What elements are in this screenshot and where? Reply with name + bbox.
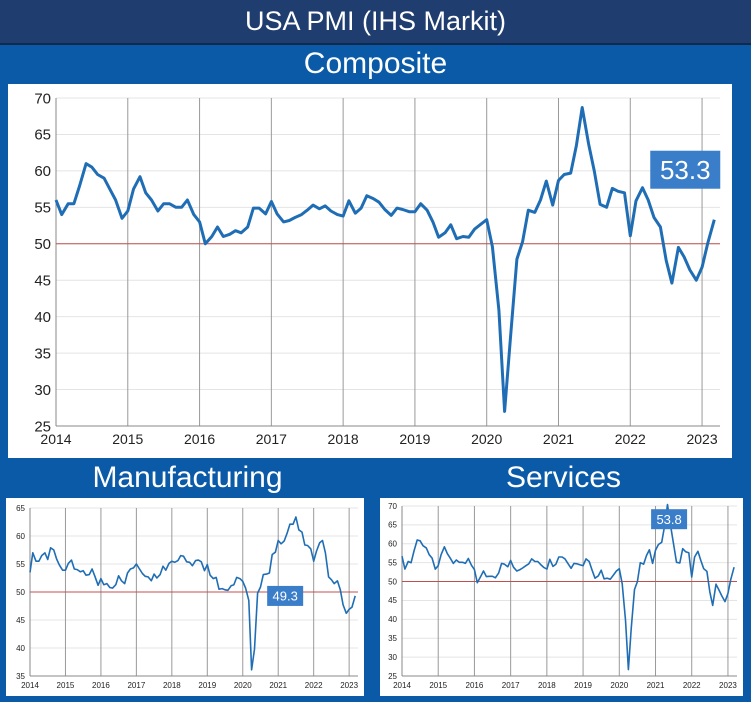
x-tick-label: 2018 — [328, 431, 359, 447]
y-tick-label: 65 — [16, 504, 25, 513]
latest-value-badge — [650, 150, 721, 189]
x-tick-label: 2015 — [429, 681, 447, 690]
manufacturing-panel: 35 40 45 50 55 60 65 2014 2015 2016 2017 2018 2019 20… — [6, 498, 364, 696]
x-tick-label: 2020 — [471, 431, 502, 447]
x-tick-label: 2016 — [92, 681, 110, 690]
manufacturing-chart: 35 40 45 50 55 60 65 2014 2015 2016 2017 2018 2019 20… — [16, 504, 358, 690]
y-tick-label: 45 — [16, 616, 25, 625]
y-tick-label: 45 — [388, 596, 397, 605]
y-tick-label: 40 — [34, 309, 51, 326]
x-tick-label: 2017 — [127, 681, 145, 690]
x-tick-label: 2017 — [256, 431, 287, 447]
series-line — [401, 503, 735, 671]
composite-title: Composite — [0, 45, 751, 83]
y-tick-label: 25 — [388, 672, 397, 681]
services-title: Services — [376, 459, 751, 497]
y-tick-label: 45 — [34, 272, 51, 289]
y-tick-label: 40 — [16, 644, 25, 653]
y-tick-label: 40 — [388, 615, 397, 624]
x-tick-label: 2020 — [610, 681, 628, 690]
x-tick-label: 2016 — [466, 681, 484, 690]
y-tick-label: 25 — [34, 418, 51, 435]
y-tick-label: 30 — [34, 382, 51, 399]
x-tick-label: 2014 — [40, 431, 71, 447]
y-tick-label: 60 — [34, 163, 51, 180]
y-tick-label: 30 — [388, 653, 397, 662]
y-tick-label: 70 — [34, 90, 51, 107]
y-tick-label: 50 — [34, 236, 51, 253]
y-tick-label: 55 — [34, 200, 51, 217]
x-tick-label: 2022 — [615, 431, 646, 447]
x-tick-label: 2014 — [21, 681, 39, 690]
y-tick-label: 35 — [388, 634, 397, 643]
y-tick-label: 55 — [16, 560, 25, 569]
y-tick-label: 55 — [388, 558, 397, 567]
y-tick-label: 60 — [16, 532, 25, 541]
x-tick-label: 2023 — [719, 681, 737, 690]
y-tick-label: 35 — [16, 672, 25, 681]
x-tick-label: 2021 — [543, 431, 574, 447]
y-tick-label: 50 — [16, 588, 25, 597]
composite-chart: 25 30 35 40 45 50 55 60 65 70 2014 2015 2016 2017 2018… — [34, 90, 721, 447]
x-tick-label: 2019 — [399, 431, 430, 447]
x-tick-label: 2014 — [393, 681, 411, 690]
services-chart: 25 30 35 40 45 50 55 60 65 70 2014 2015 2016 2017 2018… — [388, 502, 737, 690]
latest-value-label: 53.8 — [656, 512, 681, 527]
x-tick-label: 2016 — [184, 431, 215, 447]
series-line — [29, 516, 356, 671]
x-tick-label: 2022 — [683, 681, 701, 690]
y-tick-label: 35 — [34, 345, 51, 362]
y-tick-label: 65 — [34, 127, 51, 144]
x-tick-label: 2020 — [234, 681, 252, 690]
composite-panel: 25 30 35 40 45 50 55 60 65 70 2014 2015 2016 2017 2018… — [8, 84, 732, 458]
manufacturing-title: Manufacturing — [0, 459, 375, 497]
x-tick-label: 2021 — [647, 681, 665, 690]
x-tick-label: 2019 — [574, 681, 592, 690]
x-tick-label: 2022 — [305, 681, 323, 690]
x-tick-label: 2023 — [340, 681, 358, 690]
y-tick-label: 50 — [388, 577, 397, 586]
y-tick-label: 60 — [388, 540, 397, 549]
latest-value-badge — [267, 585, 304, 606]
x-tick-label: 2023 — [686, 431, 717, 447]
y-tick-label: 70 — [388, 502, 397, 511]
x-tick-label: 2021 — [269, 681, 287, 690]
x-tick-label: 2018 — [538, 681, 556, 690]
x-tick-label: 2017 — [502, 681, 520, 690]
x-tick-label: 2015 — [112, 431, 143, 447]
x-tick-label: 2018 — [163, 681, 181, 690]
x-tick-label: 2019 — [198, 681, 216, 690]
page-title: USA PMI (IHS Markit) — [0, 0, 751, 45]
y-tick-label: 65 — [388, 521, 397, 530]
latest-value-label: 49.3 — [273, 589, 298, 604]
services-panel: 25 30 35 40 45 50 55 60 65 70 2014 2015 2016 2017 2018… — [380, 498, 743, 696]
latest-value-badge — [651, 509, 688, 530]
x-tick-label: 2015 — [57, 681, 75, 690]
series-line — [54, 106, 716, 413]
latest-value-label: 53.3 — [660, 155, 711, 185]
